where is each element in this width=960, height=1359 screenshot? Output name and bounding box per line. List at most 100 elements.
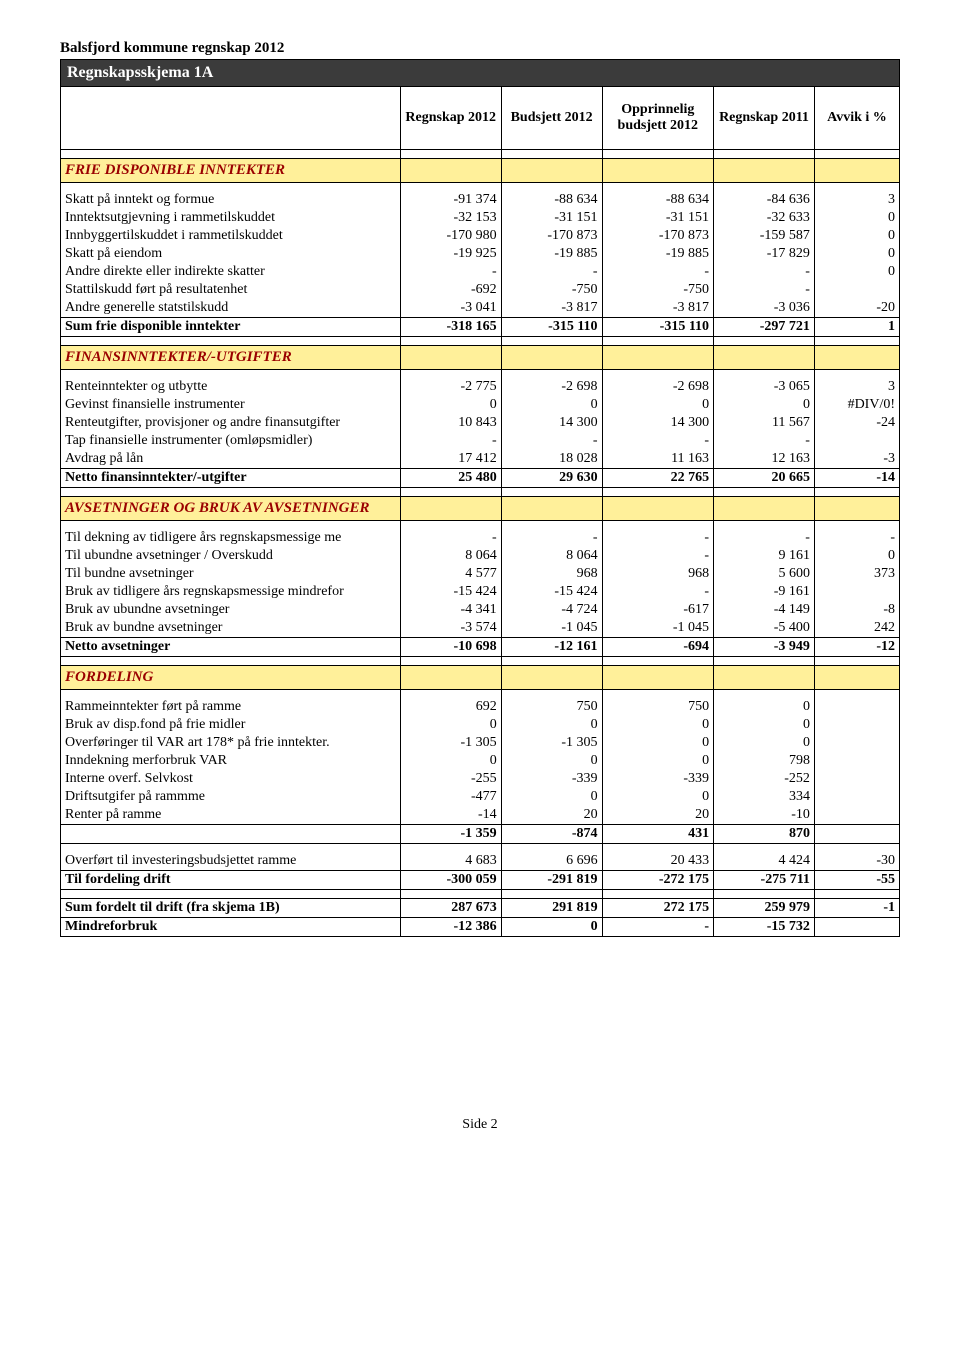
cell [602,890,714,899]
cell [714,657,815,666]
cell [61,690,401,699]
cell: -15 424 [501,583,602,601]
cell: 5 600 [714,565,815,583]
cell [814,281,899,299]
cell: -3 949 [714,638,815,657]
cell [61,337,401,346]
cell: - [714,263,815,281]
cell [814,698,899,716]
cell: -32 153 [400,209,501,227]
cell: Til bundne avsetninger [61,565,401,583]
cell: -12 161 [501,638,602,657]
cell: Renteutgifter, provisjoner og andre fina… [61,414,401,432]
cell [714,844,815,853]
document-title: Balsfjord kommune regnskap 2012 [60,40,900,57]
cell [814,159,899,183]
cell: -3 036 [714,299,815,318]
cell: -170 873 [602,227,714,245]
cell: -2 698 [602,378,714,396]
cell: Andre generelle statstilskudd [61,299,401,318]
cell: - [602,583,714,601]
cell [714,370,815,379]
cell: 0 [501,396,602,414]
cell: -315 110 [602,318,714,337]
cell: Bruk av bundne avsetninger [61,619,401,638]
cell [814,825,899,844]
financial-table: Regnskapsskjema 1A Regnskap 2012Budsjett… [60,59,900,937]
cell [400,521,501,530]
cell: - [501,432,602,450]
cell: 0 [714,716,815,734]
cell: #DIV/0! [814,396,899,414]
cell: Bruk av disp.fond på frie midler [61,716,401,734]
cell: 0 [501,752,602,770]
cell: -255 [400,770,501,788]
cell: Opprinnelig budsjett 2012 [602,87,714,150]
cell [400,497,501,521]
cell: -170 873 [501,227,602,245]
cell: 0 [501,918,602,937]
cell [814,497,899,521]
cell: -339 [501,770,602,788]
cell: Mindreforbruk [61,918,401,937]
cell: 0 [602,734,714,752]
cell [501,690,602,699]
cell: -15 424 [400,583,501,601]
table-header-bar: Regnskapsskjema 1A [61,60,900,87]
cell: 0 [501,716,602,734]
cell: -3 817 [501,299,602,318]
cell [714,346,815,370]
cell [501,521,602,530]
cell: Bruk av tidligere års regnskapsmessige m… [61,583,401,601]
cell: -14 [400,806,501,825]
cell: -19 885 [602,245,714,263]
cell [814,844,899,853]
section-title: FORDELING [61,666,401,690]
cell: -10 [714,806,815,825]
cell: 334 [714,788,815,806]
cell [501,666,602,690]
cell [501,150,602,159]
cell [400,346,501,370]
cell [400,150,501,159]
cell: 3 [814,378,899,396]
cell: Renteinntekter og utbytte [61,378,401,396]
cell: -19 885 [501,245,602,263]
cell [501,370,602,379]
cell: Sum frie disponible inntekter [61,318,401,337]
cell: 20 665 [714,469,815,488]
cell: Renter på ramme [61,806,401,825]
cell: 272 175 [602,899,714,918]
cell [814,432,899,450]
cell: -4 724 [501,601,602,619]
cell: -3 817 [602,299,714,318]
cell [814,583,899,601]
cell [814,488,899,497]
cell: -874 [501,825,602,844]
cell [400,159,501,183]
cell: -617 [602,601,714,619]
cell: 8 064 [501,547,602,565]
cell [714,497,815,521]
cell: -30 [814,852,899,871]
cell [602,150,714,159]
cell [814,150,899,159]
cell [814,521,899,530]
cell [714,150,815,159]
cell: 750 [501,698,602,716]
cell: 4 683 [400,852,501,871]
cell: 4 424 [714,852,815,871]
cell: - [714,529,815,547]
cell: 0 [602,788,714,806]
cell: 0 [714,734,815,752]
cell: -477 [400,788,501,806]
cell [714,890,815,899]
cell: Inndekning merforbruk VAR [61,752,401,770]
cell: 0 [814,245,899,263]
cell: -91 374 [400,191,501,209]
cell: 870 [714,825,815,844]
cell: 0 [814,209,899,227]
cell: - [714,281,815,299]
cell: -32 633 [714,209,815,227]
cell: -339 [602,770,714,788]
